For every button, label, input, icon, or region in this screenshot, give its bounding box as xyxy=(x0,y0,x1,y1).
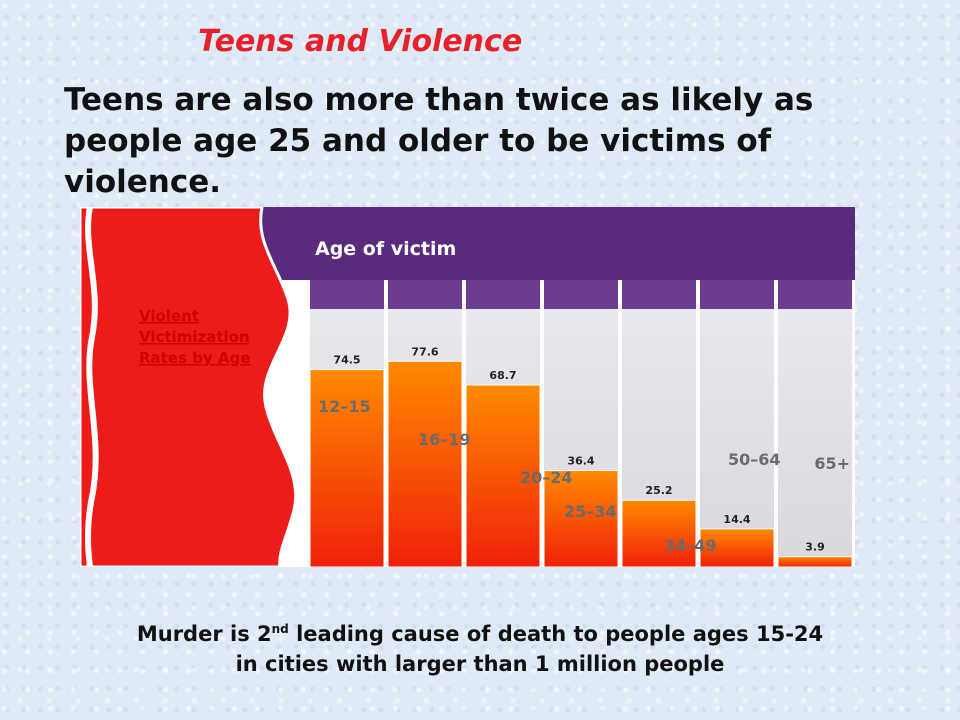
footer-superscript: nd xyxy=(271,622,289,636)
red-wave-shape xyxy=(80,207,298,567)
bar xyxy=(309,369,385,567)
chart-category-labels: 12–15 16–19 20–24 25–34 34–49 50–64 65+ xyxy=(318,397,850,555)
footer-text-1: Murder is 2 xyxy=(136,622,272,646)
slide-subtitle: Teens are also more than twice as likely… xyxy=(64,82,814,200)
header-column-cell xyxy=(544,280,618,309)
victimization-chart: Age of victim 74.5 77.6 68.7 36.4 25.2 14.4 3.… xyxy=(80,207,855,567)
bar xyxy=(465,384,541,567)
category-label: 20–24 xyxy=(520,468,573,487)
chart-svg: Age of victim 74.5 77.6 68.7 36.4 25.2 14.4 3.… xyxy=(80,207,855,567)
chart-axis-label: Violent Victimization Rates by Age xyxy=(139,307,250,367)
bar xyxy=(387,360,463,567)
bar-value-label: 74.5 xyxy=(333,354,360,367)
bar-value-label: 77.6 xyxy=(411,345,438,358)
category-label: 16–19 xyxy=(418,430,471,449)
slide-title: Teens and Violence xyxy=(198,24,523,59)
chart-header-label: Age of victim xyxy=(315,238,456,260)
header-column-cell xyxy=(622,280,696,309)
category-label: 12–15 xyxy=(318,397,371,416)
header-column-cell xyxy=(700,280,774,309)
axis-label-line: Rates by Age xyxy=(139,349,250,367)
bar-value-label: 68.7 xyxy=(489,369,516,382)
axis-label-line: Violent xyxy=(139,307,199,325)
bar xyxy=(699,528,775,567)
category-label: 34–49 xyxy=(664,536,717,555)
category-label: 50–64 xyxy=(728,450,781,469)
category-label: 65+ xyxy=(814,454,850,473)
header-column-cell xyxy=(466,280,540,309)
footer-text-2: leading cause of death to people ages 15… xyxy=(288,622,824,646)
bar xyxy=(543,470,619,567)
header-column-cell xyxy=(388,280,462,309)
category-label: 25–34 xyxy=(564,502,617,521)
footer-text-3: in cities with larger than 1 million peo… xyxy=(235,652,725,676)
bar-value-label: 25.2 xyxy=(645,484,672,497)
header-column-cell xyxy=(310,280,384,309)
slide-footer: Murder is 2nd leading cause of death to … xyxy=(40,614,920,679)
red-wave-edge xyxy=(85,207,99,567)
grid-column xyxy=(700,309,774,567)
bar-value-label: 14.4 xyxy=(723,513,750,526)
bar xyxy=(777,556,853,567)
chart-bars: 74.5 77.6 68.7 36.4 25.2 14.4 3.9 xyxy=(309,345,853,567)
bar-value-label: 36.4 xyxy=(567,455,594,468)
header-column-cell xyxy=(778,280,852,309)
bar-value-label: 3.9 xyxy=(805,541,825,554)
bar xyxy=(621,499,697,567)
axis-label-line: Victimization xyxy=(139,328,250,346)
grid-column xyxy=(778,309,852,567)
